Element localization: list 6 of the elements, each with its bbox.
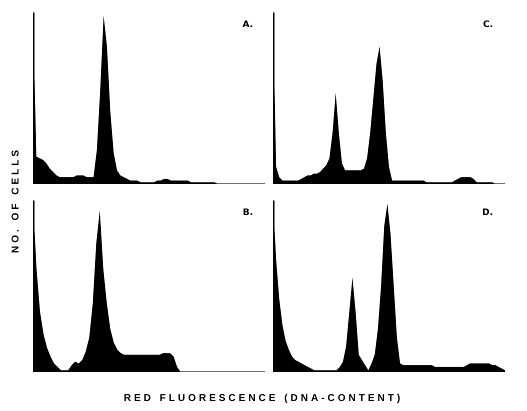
annotation: A. — [242, 20, 253, 30]
y-axis-title: NO. OF CELLS — [10, 147, 22, 253]
annotation: D. — [482, 208, 493, 218]
annotation: C. — [482, 20, 493, 30]
annotation: B. — [242, 208, 253, 218]
x-axis-title: RED FLUORESCENCE (DNA-CONTENT) — [122, 393, 404, 404]
